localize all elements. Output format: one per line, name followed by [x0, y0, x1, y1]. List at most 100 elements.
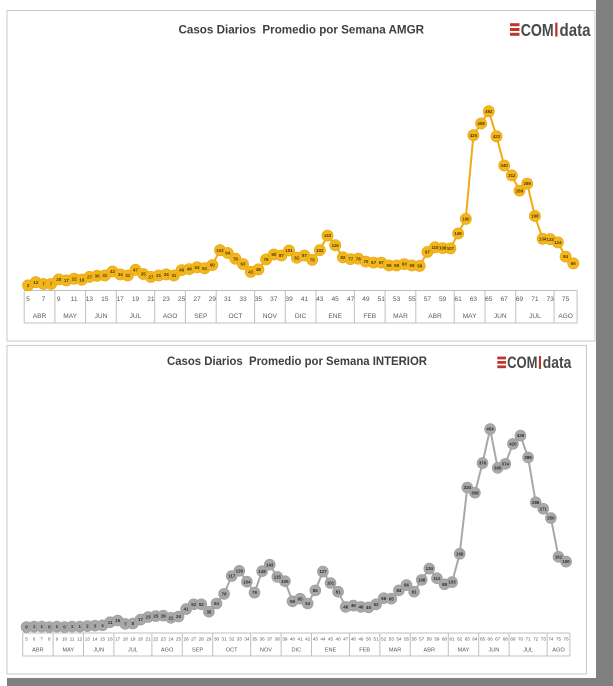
- svg-text:340: 340: [501, 163, 509, 168]
- svg-text:4: 4: [101, 623, 104, 628]
- svg-text:37: 37: [270, 296, 278, 303]
- svg-text:59: 59: [290, 599, 295, 604]
- svg-text:17: 17: [117, 296, 125, 303]
- svg-text:71: 71: [531, 296, 539, 303]
- svg-text:11: 11: [71, 296, 78, 303]
- svg-text:46: 46: [343, 605, 348, 610]
- svg-text:46: 46: [336, 637, 342, 642]
- svg-text:32: 32: [229, 637, 235, 642]
- svg-text:46: 46: [179, 268, 184, 273]
- svg-text:42: 42: [110, 269, 115, 274]
- svg-text:34: 34: [164, 272, 169, 277]
- svg-text:425: 425: [470, 133, 478, 138]
- svg-text:90: 90: [271, 252, 276, 257]
- svg-text:79: 79: [252, 590, 257, 595]
- svg-text:69: 69: [516, 296, 524, 303]
- svg-text:31: 31: [102, 273, 107, 278]
- svg-text:39: 39: [285, 296, 293, 303]
- svg-text:44: 44: [320, 637, 326, 642]
- svg-text:ABR: ABR: [428, 313, 442, 320]
- svg-text:41: 41: [298, 637, 304, 642]
- svg-text:289: 289: [524, 181, 532, 186]
- svg-text:41: 41: [248, 270, 253, 275]
- svg-text:3: 3: [94, 623, 97, 628]
- svg-text:NOV: NOV: [263, 313, 278, 320]
- svg-text:52: 52: [199, 602, 204, 607]
- svg-text:13: 13: [86, 296, 94, 303]
- svg-text:365: 365: [494, 466, 502, 471]
- svg-text:98: 98: [442, 582, 447, 587]
- svg-text:286: 286: [532, 500, 540, 505]
- svg-text:55: 55: [404, 637, 410, 642]
- svg-text:33: 33: [237, 637, 243, 642]
- svg-text:45: 45: [328, 637, 334, 642]
- svg-text:102: 102: [316, 248, 324, 253]
- svg-text:67: 67: [495, 637, 501, 642]
- svg-text:7: 7: [124, 622, 127, 627]
- svg-text:134: 134: [539, 236, 547, 241]
- svg-text:14: 14: [92, 637, 98, 642]
- svg-text:OCT: OCT: [228, 313, 242, 320]
- svg-text:23: 23: [161, 637, 167, 642]
- svg-text:56: 56: [412, 637, 418, 642]
- svg-text:19: 19: [79, 277, 84, 282]
- svg-text:75: 75: [556, 637, 562, 642]
- svg-text:31: 31: [224, 296, 232, 303]
- svg-text:JUN: JUN: [93, 648, 104, 654]
- svg-text:23: 23: [146, 615, 151, 620]
- svg-text:75: 75: [310, 257, 315, 262]
- svg-text:63: 63: [470, 296, 478, 303]
- svg-text:FEB: FEB: [363, 313, 376, 320]
- svg-text:127: 127: [319, 569, 327, 574]
- svg-text:DIC: DIC: [295, 313, 307, 320]
- svg-text:133: 133: [547, 237, 555, 242]
- svg-text:30: 30: [95, 273, 100, 278]
- svg-text:53: 53: [389, 637, 395, 642]
- svg-text:30: 30: [214, 637, 220, 642]
- svg-text:308: 308: [471, 490, 479, 495]
- svg-text:52: 52: [191, 602, 196, 607]
- svg-text:59: 59: [439, 296, 447, 303]
- svg-text:49: 49: [358, 637, 364, 642]
- svg-text:168: 168: [456, 551, 464, 556]
- svg-text:46: 46: [358, 605, 363, 610]
- svg-text:58: 58: [417, 264, 422, 269]
- svg-text:60: 60: [442, 637, 448, 642]
- svg-text:11: 11: [108, 620, 113, 625]
- svg-text:MAR: MAR: [393, 313, 408, 320]
- svg-text:21: 21: [146, 637, 152, 642]
- svg-text:59: 59: [434, 637, 440, 642]
- svg-text:82: 82: [340, 255, 345, 260]
- svg-text:39: 39: [282, 637, 288, 642]
- svg-text:17: 17: [64, 278, 69, 283]
- svg-text:16: 16: [108, 637, 114, 642]
- svg-text:7: 7: [50, 282, 53, 287]
- svg-text:35: 35: [252, 637, 258, 642]
- svg-text:134: 134: [426, 566, 434, 571]
- svg-text:81: 81: [294, 255, 299, 260]
- svg-text:50: 50: [366, 637, 372, 642]
- svg-text:150: 150: [562, 559, 570, 564]
- svg-text:269: 269: [516, 188, 524, 193]
- svg-text:101: 101: [327, 581, 335, 586]
- svg-text:69: 69: [510, 637, 516, 642]
- svg-text:105: 105: [281, 579, 289, 584]
- svg-text:63: 63: [465, 637, 471, 642]
- svg-text:54: 54: [195, 265, 200, 270]
- svg-text:DIC: DIC: [291, 648, 301, 654]
- svg-text:49: 49: [187, 267, 192, 272]
- svg-text:59: 59: [410, 263, 415, 268]
- svg-text:43: 43: [316, 296, 324, 303]
- svg-text:70: 70: [518, 637, 524, 642]
- svg-text:97: 97: [425, 250, 430, 255]
- svg-text:45: 45: [366, 605, 371, 610]
- svg-text:70: 70: [363, 259, 368, 264]
- svg-text:62: 62: [457, 637, 463, 642]
- svg-text:31: 31: [125, 273, 130, 278]
- svg-text:43: 43: [313, 637, 319, 642]
- svg-text:25: 25: [178, 296, 186, 303]
- svg-text:73: 73: [541, 637, 547, 642]
- svg-text:117: 117: [228, 574, 236, 579]
- svg-text:72: 72: [533, 637, 539, 642]
- svg-text:27: 27: [193, 296, 201, 303]
